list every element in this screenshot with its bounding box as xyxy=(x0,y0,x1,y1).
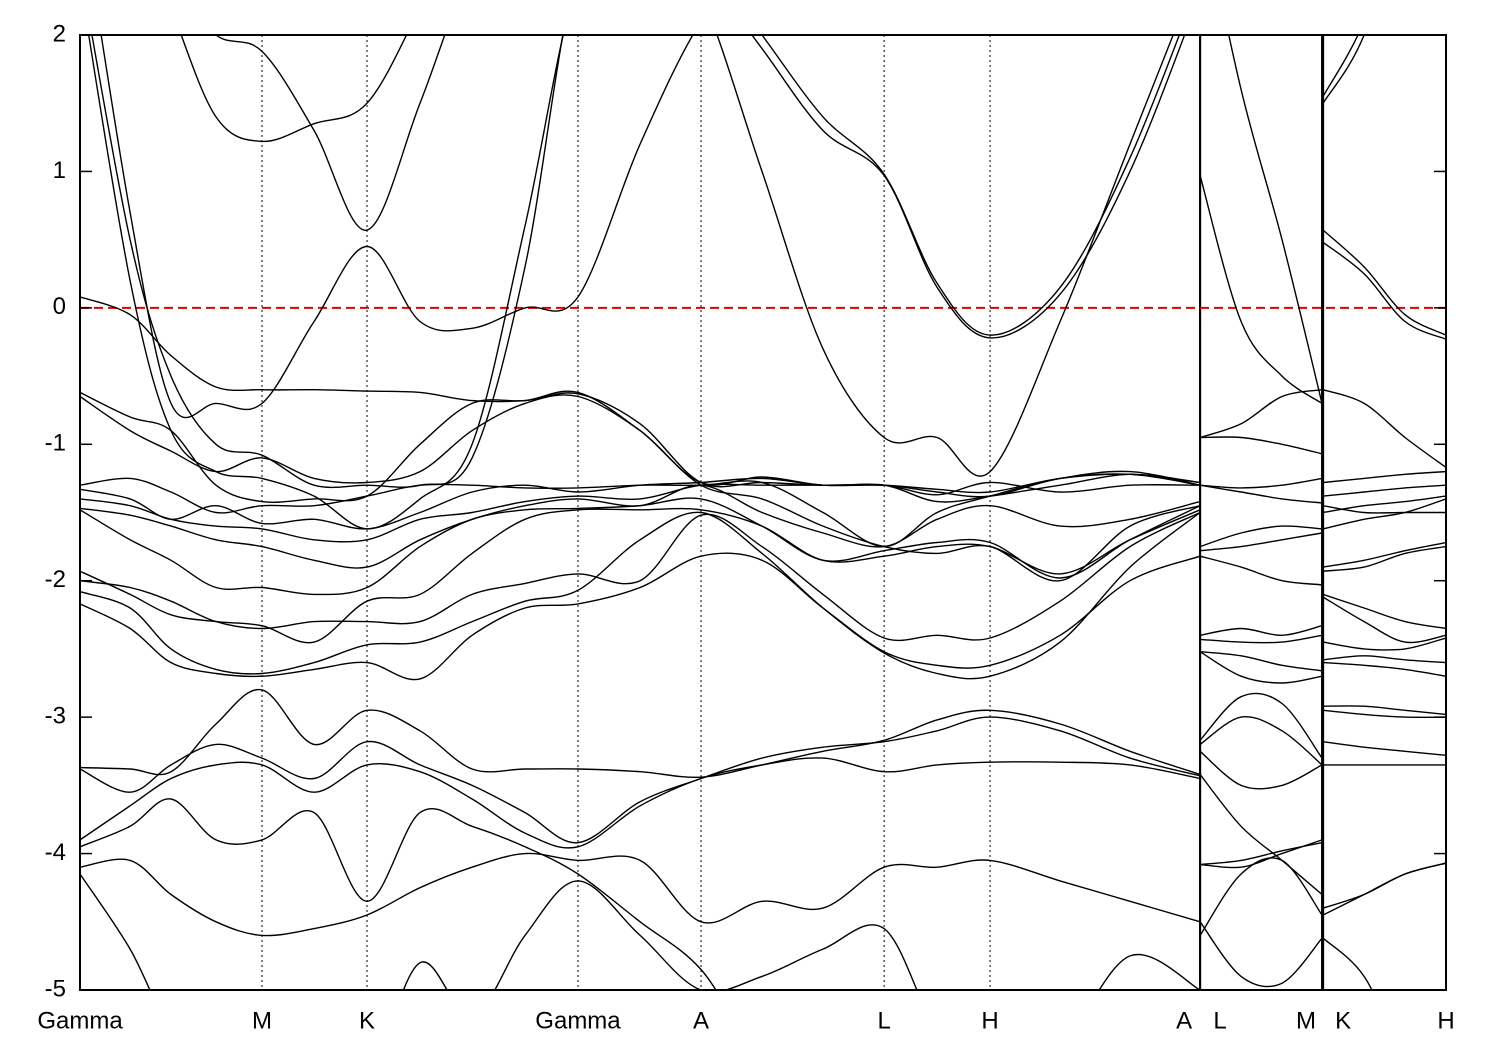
band-layer xyxy=(80,35,1446,990)
band xyxy=(1200,651,1323,672)
band xyxy=(80,390,1201,503)
x-tick-label: M xyxy=(252,1007,272,1034)
band xyxy=(91,35,564,489)
x-tick-label: Gamma xyxy=(535,1007,621,1034)
band xyxy=(1199,773,1323,896)
band xyxy=(1199,525,1323,548)
band xyxy=(1322,637,1446,651)
band xyxy=(1323,484,1446,497)
x-tick-label: K xyxy=(359,1007,375,1034)
x-tick-label: M xyxy=(1296,1007,1316,1034)
band xyxy=(80,511,1201,680)
band xyxy=(80,473,1201,530)
band xyxy=(80,873,1201,990)
band xyxy=(80,394,1201,582)
plot-frame xyxy=(79,34,1447,991)
band xyxy=(80,481,1201,543)
band xyxy=(80,507,1201,644)
x-tick-label: A xyxy=(1176,1007,1192,1034)
band xyxy=(80,688,1201,779)
band xyxy=(1323,709,1446,719)
band xyxy=(80,798,717,990)
y-tick-label: 0 xyxy=(53,293,66,320)
band xyxy=(1323,705,1446,716)
band xyxy=(751,35,1186,339)
band xyxy=(1323,545,1446,572)
band xyxy=(80,552,1201,681)
band xyxy=(1322,862,1446,909)
band xyxy=(1199,921,1323,988)
band xyxy=(88,35,564,530)
band xyxy=(100,35,694,419)
band xyxy=(1323,741,1446,756)
band xyxy=(1322,498,1446,530)
band xyxy=(80,852,1201,937)
band xyxy=(1322,389,1446,469)
band xyxy=(80,757,1201,849)
x-tick-label: Gamma xyxy=(37,1007,123,1034)
band xyxy=(1199,175,1323,404)
band xyxy=(716,35,1174,477)
x-tick-label: L xyxy=(877,1007,890,1034)
x-tick-label: L xyxy=(1213,1007,1226,1034)
band xyxy=(1322,862,1446,916)
y-tick-label: 2 xyxy=(53,20,66,47)
band xyxy=(1199,750,1323,790)
band xyxy=(1322,35,1359,97)
band xyxy=(1322,495,1446,514)
x-tick-label: H xyxy=(981,1007,998,1034)
band xyxy=(1322,596,1446,644)
band xyxy=(180,35,408,143)
band xyxy=(1199,716,1323,766)
band xyxy=(1199,389,1323,439)
band xyxy=(80,497,1201,596)
y-tick-label: -3 xyxy=(45,702,66,729)
band xyxy=(1200,532,1323,552)
band xyxy=(1200,839,1323,869)
band xyxy=(1228,35,1323,404)
y-tick-label: -4 xyxy=(45,839,66,866)
x-tick-label: A xyxy=(693,1007,709,1034)
band xyxy=(1200,436,1323,455)
band xyxy=(1322,937,1373,990)
band xyxy=(1200,634,1323,644)
band xyxy=(80,470,1201,548)
y-tick-label: -2 xyxy=(45,566,66,593)
band xyxy=(80,296,1201,494)
y-tick-label: -5 xyxy=(45,975,66,1002)
band xyxy=(1199,625,1323,637)
band xyxy=(80,511,1201,642)
band xyxy=(1322,541,1446,568)
band xyxy=(1199,651,1323,684)
band xyxy=(80,716,1201,844)
band xyxy=(1323,655,1446,664)
band xyxy=(1199,857,1323,936)
band xyxy=(1322,593,1446,630)
band xyxy=(1199,484,1323,504)
band xyxy=(1322,35,1365,104)
band xyxy=(1199,692,1323,759)
band xyxy=(1199,555,1323,586)
band xyxy=(761,35,1181,336)
band xyxy=(80,484,1201,569)
y-tick-label: -1 xyxy=(45,430,66,457)
y-tick-label: 1 xyxy=(53,157,66,184)
band xyxy=(1323,661,1446,677)
band xyxy=(1200,477,1323,489)
band xyxy=(1322,229,1446,336)
x-tick-label: K xyxy=(1335,1007,1351,1034)
x-tick-label: H xyxy=(1437,1007,1454,1034)
band xyxy=(1322,241,1446,340)
band xyxy=(1323,470,1446,484)
